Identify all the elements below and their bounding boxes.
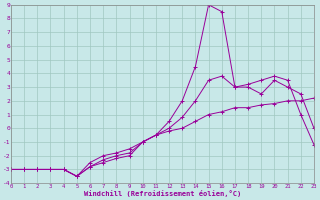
X-axis label: Windchill (Refroidissement éolien,°C): Windchill (Refroidissement éolien,°C) [84,190,241,197]
